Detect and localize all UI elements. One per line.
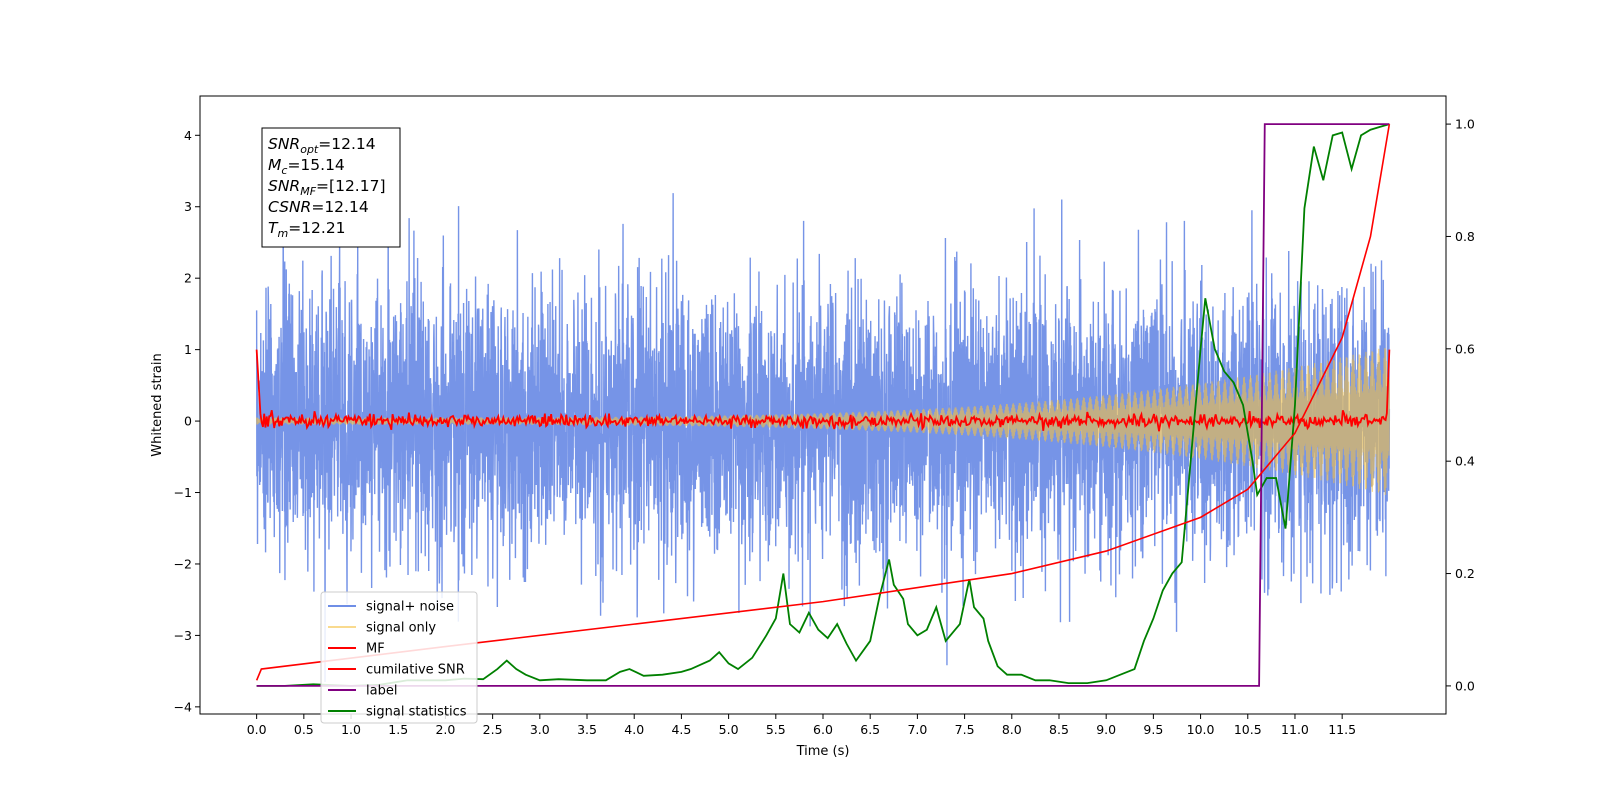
x-tick-label: 0.0 [247,722,267,737]
x-tick-label: 11.0 [1281,722,1309,737]
legend-frame [320,591,478,724]
legend-label: cumilative SNR [366,663,465,678]
legend-label: signal+ noise [366,600,454,615]
x-tick-label: 6.5 [860,722,880,737]
series-line-signal-statistics [256,123,1390,687]
x-tick-label: 9.0 [1096,722,1116,737]
right-y-tick-label: 0.8 [1455,229,1475,244]
right-y-tick-label: 0.2 [1455,566,1475,581]
x-tick-label: 9.5 [1143,722,1163,737]
left-y-tick-label: −3 [174,628,192,643]
x-axis-title: Time (s) [796,744,850,759]
x-tick-label: 2.5 [483,722,503,737]
series-line-signal-only [256,348,1390,495]
left-y-axis: 4 3 2 1 0 −1 −2 −3 −4 [174,128,200,714]
x-tick-label: 1.0 [341,722,361,737]
right-y-axis: 1.0 0.8 0.6 0.4 0.2 0.0 [1446,117,1475,693]
metrics-annotation: SNRopt=12.14Mc=15.14SNRMF=[12.17]CSNR=12… [261,127,401,248]
annotation-line: SNRMF=[12.17] [268,177,386,198]
x-tick-label: 3.0 [530,722,550,737]
x-tick-label: 1.5 [388,722,408,737]
x-tick-label: 5.0 [719,722,739,737]
x-tick-label: 7.5 [955,722,975,737]
series-line-label [256,123,1390,687]
x-tick-label: 2.0 [435,722,455,737]
legend-label: signal only [366,621,436,636]
x-tick-label: 10.0 [1187,722,1215,737]
left-y-tick-label: −2 [174,556,192,571]
annotation-frame [261,127,401,248]
annotation-line: SNRopt=12.14 [268,135,376,156]
x-tick-label: 11.5 [1328,722,1356,737]
legend: signal+ noise signal only MF cumilative SNR… [320,591,478,724]
legend-label: signal statistics [366,705,467,720]
x-tick-label: 8.0 [1002,722,1022,737]
x-axis: 0.0 0.5 1.0 1.5 2.0 2.5 3.0 3.5 4.0 4.5 5.0 5.5 6.0 6… [247,714,1356,737]
left-y-tick-label: 0 [184,414,192,429]
right-y-tick-label: 0.0 [1455,678,1475,693]
left-y-tick-label: 4 [184,128,192,143]
x-tick-label: 0.5 [294,722,314,737]
right-y-tick-label: 0.6 [1455,341,1475,356]
left-y-tick-label: −4 [174,699,192,714]
x-tick-label: 4.0 [624,722,644,737]
left-y-tick-label: −1 [174,485,192,500]
y-axis-title: Whitened strain [150,353,165,456]
left-y-tick-label: 2 [184,271,192,286]
right-y-tick-label: 0.4 [1455,454,1475,469]
series-line-mf [255,349,1391,432]
x-tick-label: 5.5 [766,722,786,737]
annotation-line: CSNR=12.14 [268,198,369,216]
left-y-tick-label: 3 [184,199,192,214]
x-tick-label: 4.5 [671,722,691,737]
x-tick-label: 10.5 [1234,722,1262,737]
annotation-line: Mc=15.14 [268,156,345,177]
annotation-line: Tm=12.21 [268,219,346,240]
x-tick-label: 3.5 [577,722,597,737]
legend-label: label [366,684,397,699]
x-tick-label: 6.0 [813,722,833,737]
legend-label: MF [366,642,385,657]
x-tick-label: 7.0 [907,722,927,737]
left-y-tick-label: 1 [184,342,192,357]
plot-area [255,123,1391,687]
x-tick-label: 8.5 [1049,722,1069,737]
right-y-tick-label: 1.0 [1455,117,1475,132]
